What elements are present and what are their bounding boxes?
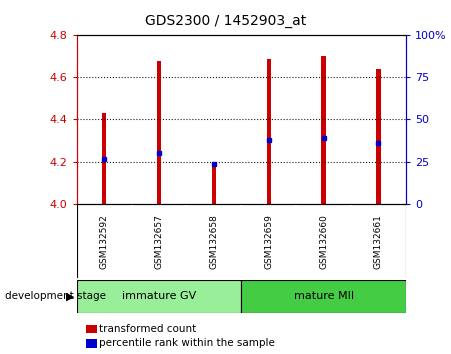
Text: GSM132657: GSM132657 — [155, 214, 163, 269]
Bar — [77, 280, 241, 313]
Text: GSM132661: GSM132661 — [374, 214, 383, 269]
Text: development stage: development stage — [5, 291, 106, 302]
Text: transformed count: transformed count — [99, 324, 197, 334]
Text: GDS2300 / 1452903_at: GDS2300 / 1452903_at — [145, 14, 306, 28]
Text: GSM132659: GSM132659 — [264, 214, 273, 269]
Text: GSM132660: GSM132660 — [319, 214, 328, 269]
Bar — [212, 164, 216, 204]
Text: immature GV: immature GV — [122, 291, 196, 302]
Bar — [267, 58, 271, 204]
Bar — [322, 56, 326, 204]
Text: percentile rank within the sample: percentile rank within the sample — [99, 338, 275, 348]
Text: GSM132592: GSM132592 — [100, 214, 109, 269]
Text: ▶: ▶ — [66, 291, 74, 302]
Bar — [376, 69, 381, 204]
Bar — [157, 61, 161, 204]
Bar — [102, 113, 106, 204]
Text: GSM132658: GSM132658 — [209, 214, 218, 269]
Bar — [241, 280, 406, 313]
Text: mature MII: mature MII — [294, 291, 354, 302]
